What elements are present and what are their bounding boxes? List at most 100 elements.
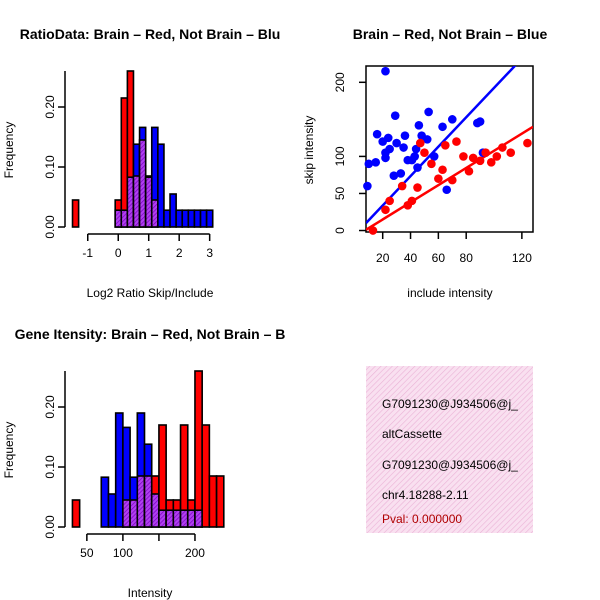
scatter-x-label: include intensity (407, 286, 492, 300)
intensity-y-tick-label: 0.00 (43, 515, 57, 539)
ratio-overlap-bar (120, 209, 129, 228)
ratio-not-brain-bar (157, 143, 165, 228)
ratio-not-brain-bar (169, 193, 177, 228)
ratio-y-tick-label: 0.00 (43, 215, 57, 239)
ratio-y-label: Frequency (2, 122, 16, 179)
ratio-bars (71, 70, 214, 228)
scatter-y-tick-label: 100 (333, 146, 347, 166)
ratio-overlap-bar (126, 176, 135, 228)
scatter-x-tick-label: 120 (512, 251, 532, 265)
ratio-x-tick-label: 0 (115, 246, 122, 260)
scatter-x-tick-label: 80 (460, 251, 474, 265)
brain-point (438, 165, 447, 175)
brain-point (506, 148, 516, 158)
intensity-overlap-bar (143, 475, 153, 528)
intensity-overlap-bar (194, 509, 203, 528)
brain-point (407, 196, 417, 206)
brain-point (452, 137, 461, 146)
intensity-histogram-title: Gene Itensity: Brain – Red, Not Brain – … (15, 326, 286, 342)
scatter-title: Brain – Red, Not Brain – Blue (353, 26, 548, 42)
ratio-not-brain-bar (187, 209, 196, 228)
intensity-x-tick-label: 50 (80, 546, 94, 560)
ratio-overlap-bar (132, 175, 141, 228)
intensity-brain-bar (194, 370, 203, 528)
ratio-histogram: RatioData: Brain – Red, Not Brain – Blu … (2, 26, 280, 300)
intensity-overlap-bar (136, 475, 146, 528)
not-brain-point (371, 158, 381, 167)
not-brain-point (381, 153, 390, 163)
ratio-x-tick-label: 2 (176, 246, 183, 260)
not-brain-point (410, 152, 420, 161)
brain-point (481, 148, 490, 158)
not-brain-fit-line (366, 66, 517, 224)
not-brain-point (396, 169, 406, 178)
intensity-overlap-bar (172, 509, 182, 528)
brain-point (498, 143, 507, 152)
not-brain-point (429, 152, 439, 161)
not-brain-point (447, 115, 457, 124)
intensity-x-tick-label: 200 (185, 546, 205, 560)
ratio-not-brain-bar (163, 209, 171, 228)
scatter-plot-box (365, 65, 534, 233)
intensity-bars (71, 370, 225, 528)
not-brain-point (413, 163, 422, 172)
ratio-not-brain-bar (199, 209, 208, 228)
info-line-location: chr4.18288-2.11 (382, 488, 469, 502)
intensity-y-tick-label: 0.20 (43, 395, 57, 419)
info-panel: G7091230@J934506@j_ altCassette G7091230… (366, 366, 533, 533)
scatter-axes: 20 40 60 80 120 0 50 100 200 (333, 72, 532, 265)
intensity-brain-bar (201, 424, 211, 528)
ratio-x-tick-label: 1 (145, 246, 152, 260)
brain-point (523, 138, 532, 148)
not-brain-point (475, 117, 485, 126)
intensity-x-tick-label: 100 (113, 546, 133, 560)
not-brain-point (422, 135, 432, 144)
intensity-overlap-bar (122, 499, 131, 528)
scatter-x-tick-label: 60 (432, 251, 446, 265)
brain-point (397, 181, 407, 191)
intensity-y-label: Frequency (2, 422, 16, 479)
brain-point (475, 156, 485, 166)
brain-point (415, 138, 425, 148)
brain-point (468, 153, 478, 163)
ratio-y-tick-label: 0.20 (43, 95, 57, 119)
not-brain-point (383, 133, 393, 143)
not-brain-point (400, 131, 410, 140)
ratio-x-tick-label: -1 (82, 246, 93, 260)
scatter-points (363, 66, 532, 235)
intensity-not-brain-bar (114, 412, 124, 528)
ratio-x-tick-label: 3 (206, 246, 213, 260)
scatter-y-label: skip intensity (302, 116, 316, 185)
ratio-axes: -1 0 1 2 3 0.00 0.10 0.20 (43, 71, 213, 260)
not-brain-point (414, 120, 424, 130)
intensity-x-label: Intensity (128, 586, 173, 600)
brain-point (420, 148, 429, 158)
info-pval: Pval: 0.000000 (382, 512, 462, 526)
brain-point (492, 152, 502, 161)
brain-point (441, 140, 450, 150)
not-brain-point (399, 143, 408, 152)
not-brain-point (385, 144, 394, 154)
brain-point (381, 205, 390, 215)
not-brain-point (442, 185, 452, 195)
intensity-overlap-bar (179, 509, 189, 528)
info-line-event-id: G7091230@J934506@j_ (382, 397, 518, 411)
not-brain-point (364, 159, 374, 169)
scatter-y-tick-label: 50 (333, 186, 347, 200)
ratio-not-brain-bar (175, 209, 184, 228)
scatter-x-tick-label: 20 (376, 251, 390, 265)
ratio-overlap-bar (150, 199, 159, 228)
brain-point (385, 196, 394, 206)
info-panel-background (366, 366, 533, 533)
ratio-not-brain-bar (193, 209, 202, 228)
intensity-overlap-bar (150, 493, 160, 528)
intensity-brain-bar (215, 475, 225, 528)
intensity-scatter: Brain – Red, Not Brain – Blue 20 40 60 80 12… (302, 26, 547, 300)
not-brain-point (381, 66, 390, 76)
brain-point (368, 226, 378, 235)
not-brain-point (390, 111, 400, 120)
info-line-event-id-2: G7091230@J934506@j_ (382, 458, 518, 472)
not-brain-point (372, 129, 382, 139)
ratio-overlap-bar (144, 176, 153, 228)
